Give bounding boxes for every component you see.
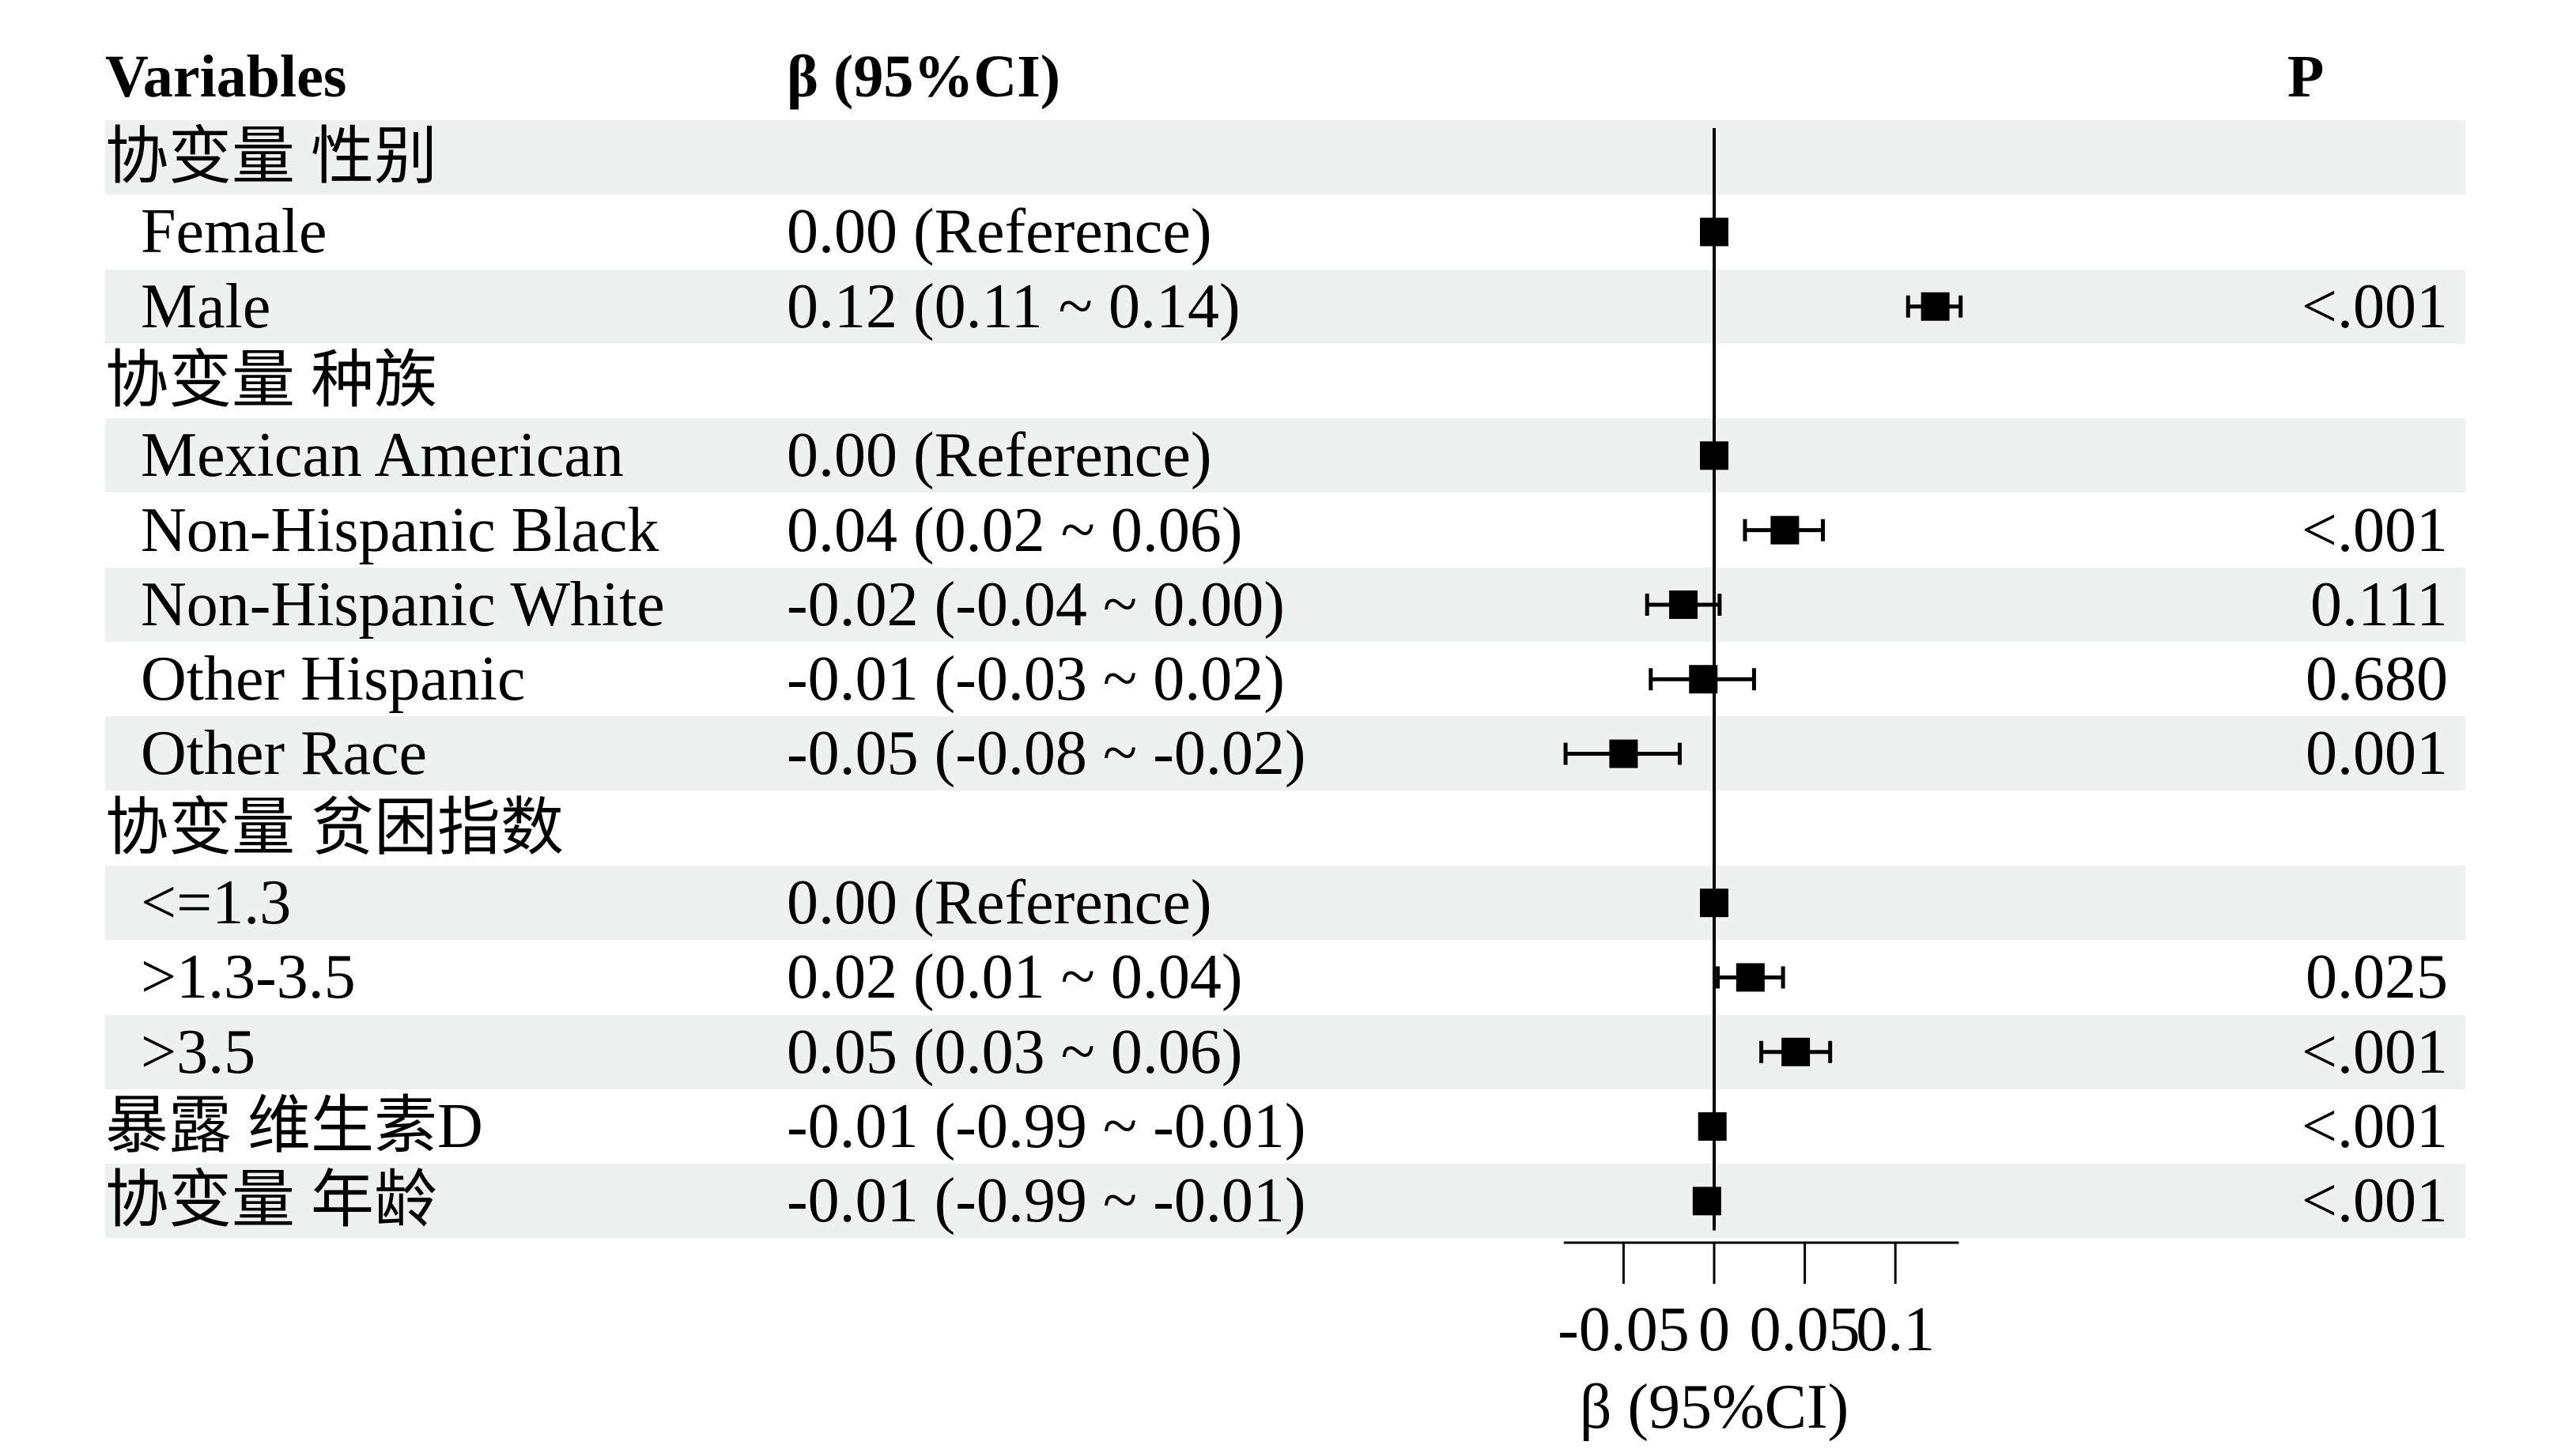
- point-estimate: [1700, 441, 1728, 470]
- group-label: 协变量 年龄: [105, 1166, 437, 1236]
- variable-label: Other Hispanic: [141, 644, 526, 715]
- point-estimate: [1770, 515, 1800, 545]
- variable-label: Non-Hispanic White: [141, 569, 665, 640]
- row-band: [105, 269, 2465, 344]
- estimate-text: 0.05 (0.03 ~ 0.06): [787, 1017, 1243, 1087]
- p-value: 0.025: [2306, 942, 2448, 1013]
- p-value: <.001: [2301, 1166, 2448, 1236]
- group-label: 协变量 种族: [105, 345, 437, 416]
- p-value: 0.001: [2306, 719, 2448, 789]
- x-tick-label: 0: [1698, 1295, 1730, 1364]
- x-tick-label: 0.1: [1856, 1295, 1935, 1364]
- row-band: [105, 120, 2465, 194]
- p-value: <.001: [2301, 1091, 2448, 1161]
- x-axis-title: β (95%CI): [1580, 1372, 1849, 1442]
- variable-label: Female: [141, 197, 327, 267]
- header-p: P: [2287, 43, 2325, 110]
- estimate-text: 0.00 (Reference): [787, 868, 1212, 938]
- estimate-text: 0.00 (Reference): [787, 421, 1212, 491]
- estimate-text: 0.02 (0.01 ~ 0.04): [787, 942, 1243, 1013]
- variable-label: >1.3-3.5: [141, 942, 356, 1013]
- x-tick-label: -0.05: [1558, 1295, 1690, 1364]
- variable-label: >3.5: [141, 1017, 256, 1087]
- group-label: 协变量 贫困指数: [105, 793, 564, 863]
- estimate-text: -0.01 (-0.99 ~ -0.01): [787, 1166, 1306, 1236]
- point-estimate: [1736, 963, 1765, 992]
- variable-label: <=1.3: [141, 868, 292, 938]
- p-value: 0.680: [2306, 644, 2448, 715]
- point-estimate: [1921, 292, 1950, 321]
- p-value: <.001: [2301, 1017, 2448, 1087]
- p-value: <.001: [2301, 271, 2448, 341]
- point-estimate: [1689, 665, 1718, 694]
- point-estimate: [1669, 590, 1698, 619]
- estimate-text: 0.00 (Reference): [787, 197, 1212, 267]
- variable-label: Male: [141, 271, 271, 341]
- variable-label: Mexican American: [141, 421, 624, 491]
- row-band: [105, 716, 2465, 791]
- p-value: 0.111: [2310, 569, 2448, 640]
- estimate-text: 0.12 (0.11 ~ 0.14): [787, 271, 1241, 341]
- variable-label: Non-Hispanic Black: [141, 495, 659, 565]
- point-estimate: [1609, 739, 1638, 768]
- point-estimate: [1700, 889, 1728, 918]
- estimate-text: -0.01 (-0.03 ~ 0.02): [787, 644, 1285, 715]
- row-band: [105, 1014, 2465, 1089]
- estimate-text: -0.02 (-0.04 ~ 0.00): [787, 569, 1285, 640]
- point-estimate: [1698, 1112, 1727, 1141]
- point-estimate: [1692, 1187, 1721, 1216]
- variable-label: Other Race: [141, 719, 428, 789]
- group-label: 协变量 性别: [105, 123, 437, 192]
- group-label: 暴露 维生素D: [105, 1091, 483, 1161]
- estimate-text: -0.05 (-0.08 ~ -0.02): [787, 719, 1306, 789]
- point-estimate: [1700, 217, 1728, 247]
- row-band: [105, 1164, 2465, 1239]
- x-tick-label: 0.05: [1750, 1295, 1860, 1364]
- point-estimate: [1781, 1037, 1811, 1066]
- row-band: [105, 418, 2465, 493]
- header-estimate: β (95%CI): [787, 43, 1061, 110]
- estimate-text: -0.01 (-0.99 ~ -0.01): [787, 1091, 1306, 1161]
- p-value: <.001: [2301, 495, 2448, 565]
- row-band: [105, 866, 2465, 940]
- row-band: [105, 567, 2465, 642]
- header-variables: Variables: [105, 43, 347, 110]
- estimate-text: 0.04 (0.02 ~ 0.06): [787, 495, 1243, 565]
